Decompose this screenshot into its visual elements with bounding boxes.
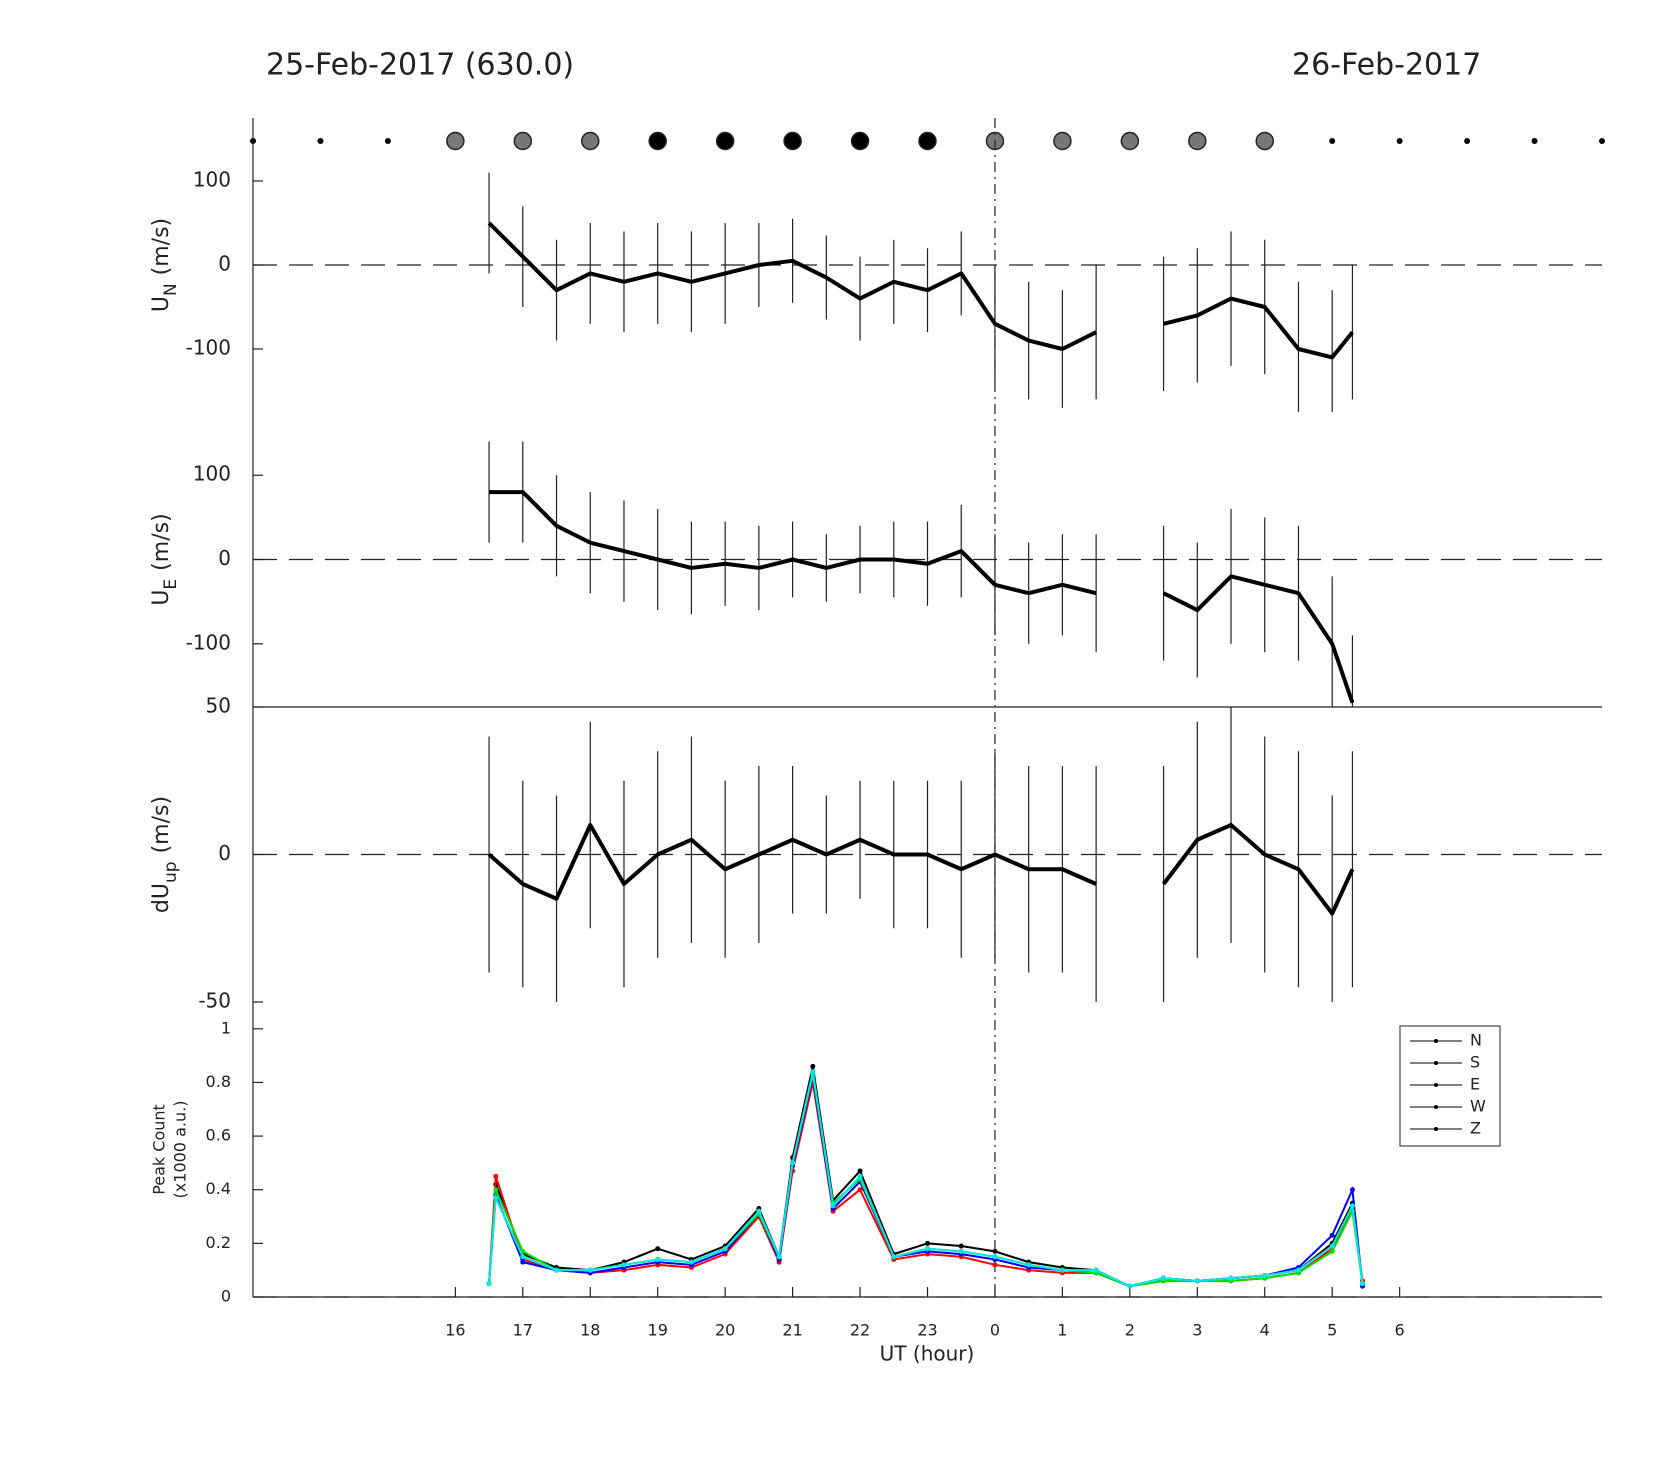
x-tick-label: 1 [1057, 1321, 1067, 1340]
legend-dot [1434, 1127, 1438, 1131]
panel [487, 707, 1355, 1002]
status-marker [1255, 131, 1274, 151]
y-tick-label: -50 [198, 989, 231, 1013]
x-axis-label: UT (hour) [880, 1342, 975, 1366]
status-marker [513, 131, 533, 151]
x-tick-label: 23 [917, 1321, 937, 1340]
x-tick-label: 4 [1260, 1321, 1270, 1340]
y-label-main: U [149, 296, 174, 312]
y-tick-label: 100 [193, 462, 231, 486]
x-tick-label: 22 [850, 1321, 870, 1340]
status-marker [918, 131, 937, 151]
y-tick-label: 0.2 [206, 1233, 231, 1252]
legend-dot [1434, 1039, 1438, 1043]
legend-label: E [1470, 1075, 1480, 1094]
y-label-unit: (m/s) [149, 218, 174, 275]
legend-dot [1434, 1061, 1438, 1065]
x-tick-label: 19 [648, 1321, 668, 1340]
x-tick-label: 2 [1125, 1321, 1135, 1340]
x-tick-label: 3 [1192, 1321, 1202, 1340]
y-label-sub: N [161, 283, 181, 296]
series-line [488, 1071, 1364, 1288]
status-marker [1599, 138, 1605, 144]
y-axis-label: dUup (m/s) [149, 796, 181, 913]
status-marker [1188, 131, 1207, 151]
y-tick-label: 50 [206, 694, 231, 718]
y-tick-label: 0 [218, 546, 231, 570]
y-axis-label: UE (m/s) [149, 513, 181, 605]
x-tick-label: 21 [782, 1321, 802, 1340]
y-tick-label: 0 [218, 252, 231, 276]
left-title: 25-Feb-2017 (630.0) [266, 48, 574, 83]
y-tick-label: 0.6 [206, 1126, 231, 1145]
status-marker [850, 131, 870, 151]
y-tick-label: -100 [186, 336, 231, 360]
y-tick-label: 1 [221, 1018, 231, 1037]
data-line [487, 823, 1355, 916]
panel [488, 441, 1355, 707]
legend-dot [1434, 1105, 1438, 1109]
status-marker [1396, 138, 1403, 144]
panel [487, 172, 1354, 412]
status-marker [384, 138, 391, 144]
y-axis-label: Peak Count [150, 1104, 169, 1195]
y-tick-label: 0 [221, 1287, 231, 1306]
y-tick-label: 0.8 [206, 1072, 231, 1091]
x-tick-label: 20 [715, 1321, 735, 1340]
x-tick-label: 5 [1327, 1321, 1337, 1340]
y-axis-label: (x1000 a.u.) [171, 1101, 190, 1199]
legend-label: W [1470, 1097, 1486, 1116]
data-line [489, 490, 1355, 704]
x-tick-label: 16 [445, 1321, 465, 1340]
y-label-main: U [149, 590, 174, 606]
status-marker [581, 131, 600, 151]
y-axis-label: UN (m/s) [149, 218, 181, 312]
legend-label: Z [1470, 1119, 1481, 1138]
y-label-sub: E [161, 579, 181, 590]
right-title: 26-Feb-2017 [1292, 48, 1481, 83]
status-marker [1329, 138, 1336, 144]
x-tick-label: 17 [513, 1321, 533, 1340]
status-marker [783, 131, 802, 151]
legend-label: N [1470, 1031, 1482, 1050]
status-marker [648, 131, 667, 151]
legend-label: S [1470, 1053, 1480, 1072]
status-marker [1464, 138, 1471, 144]
status-marker [446, 131, 465, 151]
y-tick-label: -100 [186, 630, 231, 654]
y-label-main: dU [149, 883, 174, 913]
y-label-unit: (m/s) [149, 796, 174, 853]
legend-box [1399, 1025, 1501, 1147]
x-tick-label: 0 [990, 1321, 1000, 1340]
y-tick-label: 100 [193, 168, 231, 192]
y-label-unit: (m/s) [149, 513, 174, 570]
x-tick-label: 18 [580, 1321, 600, 1340]
status-marker [1120, 131, 1140, 151]
y-tick-label: 0.4 [206, 1179, 231, 1198]
legend-dot [1434, 1083, 1438, 1087]
y-tick-label: 0 [218, 841, 231, 865]
y-label-sub: up [161, 861, 181, 883]
status-marker [715, 131, 735, 151]
data-line [487, 221, 1354, 360]
status-marker [1531, 138, 1538, 144]
status-marker [1053, 131, 1072, 151]
x-tick-label: 6 [1395, 1321, 1405, 1340]
status-marker [317, 138, 324, 144]
